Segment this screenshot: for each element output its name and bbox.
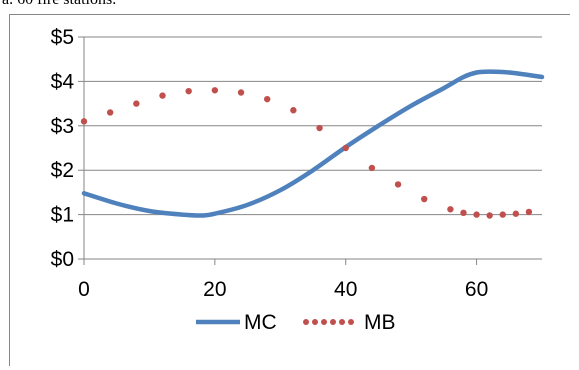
legend-swatch-dot-mb (339, 319, 345, 325)
legend-swatch-dot-mb (348, 319, 354, 325)
legend-swatch-dot-mb (330, 319, 336, 325)
data-point-mb (316, 124, 323, 132)
line-mc (81, 69, 545, 218)
data-point-mb (342, 144, 349, 152)
data-point-mb (460, 209, 467, 217)
legend: MC MB (196, 311, 396, 334)
y-tick-label: $5 (51, 26, 74, 49)
data-point-mb (512, 210, 520, 217)
y-tick-labels: $0 $1 $2 $3 $4 $5 (51, 26, 75, 271)
data-point-mb (394, 181, 402, 188)
axes (78, 36, 542, 265)
legend-swatch-dot-mb (312, 319, 318, 325)
legend-label-mb: MB (364, 311, 396, 334)
y-tick-label: $3 (51, 115, 74, 138)
legend-swatch-dot-mb (321, 319, 327, 325)
data-point-mb (133, 100, 140, 107)
data-point-mb (525, 208, 533, 216)
data-point-mb (159, 92, 166, 99)
x-tick-label: 0 (78, 278, 90, 301)
data-point-mb (421, 195, 428, 203)
data-point-mb (106, 109, 114, 116)
data-point-mb (499, 211, 506, 218)
y-tick-label: $1 (51, 204, 74, 227)
clipped-caption-text: a. 60 fire stations. (2, 0, 116, 9)
data-point-mb (486, 212, 493, 219)
data-point-mb (80, 118, 88, 125)
data-point-mb (264, 95, 271, 103)
series (80, 69, 545, 219)
legend-entry-mb: MB (303, 311, 396, 334)
legend-label-mc: MC (244, 311, 277, 334)
y-tick-label: $0 (51, 248, 74, 271)
gridlines (84, 36, 542, 216)
series-mc (81, 69, 545, 218)
legend-swatch-dot-mb (303, 319, 309, 325)
x-tick-label: 60 (465, 278, 488, 301)
x-tick-label: 40 (334, 278, 357, 301)
data-point-mb (473, 211, 480, 218)
x-tick-label: 20 (203, 278, 226, 301)
series-mb (80, 87, 533, 219)
legend-entry-mc: MC (196, 311, 277, 334)
data-point-mb (237, 89, 245, 96)
data-point-mb (211, 87, 219, 94)
chart-frame (9, 14, 570, 366)
data-point-mb (290, 107, 297, 114)
data-point-mb (447, 206, 454, 213)
x-tick-labels: 0 20 40 60 (78, 278, 488, 301)
data-point-mb (368, 164, 376, 172)
y-tick-label: $2 (51, 159, 74, 182)
data-point-mb (185, 87, 192, 95)
y-tick-label: $4 (51, 70, 75, 93)
